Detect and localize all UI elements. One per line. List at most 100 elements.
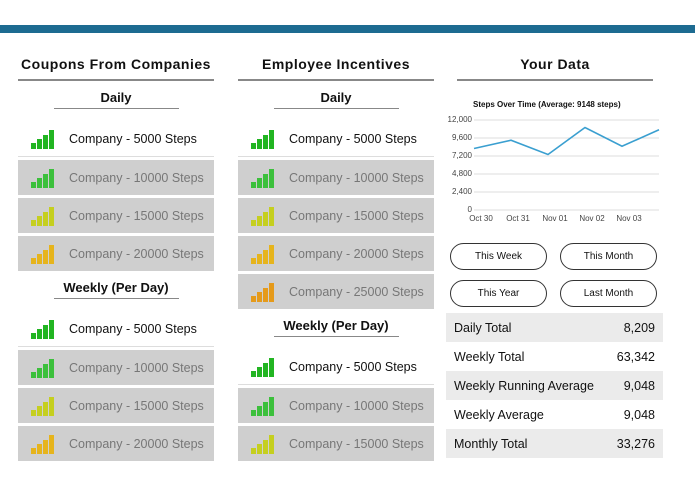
icon-bar [49, 434, 54, 454]
coupon-item: Company - 20000 Steps [18, 426, 214, 461]
icon-bar [37, 367, 42, 378]
item-label: Company - 5000 Steps [69, 132, 197, 146]
item-label: Company - 10000 Steps [69, 170, 204, 185]
icon-bar [251, 143, 256, 149]
icon-bar [37, 253, 42, 264]
column-title: Your Data [457, 49, 653, 81]
icon-bar [49, 244, 54, 264]
coupon-item: Company - 15000 Steps [238, 426, 434, 461]
coupon-item: Company - 10000 Steps [238, 160, 434, 195]
level-icon [31, 168, 54, 188]
stat-value: 9,048 [623, 407, 655, 422]
coupon-item: Company - 15000 Steps [18, 388, 214, 423]
icon-bar [269, 358, 274, 377]
chart: Steps Over Time (Average: 9148 steps) 0 2… [448, 100, 660, 223]
icon-bar [269, 282, 274, 302]
stat-value: 33,276 [616, 436, 655, 451]
icon-bar [269, 434, 274, 454]
level-icon [251, 396, 274, 416]
icon-bar [251, 295, 256, 302]
icon-bar [49, 320, 54, 339]
icon-bar [37, 215, 42, 226]
stat-label: Monthly Total [454, 436, 528, 451]
button[interactable]: This Year [450, 280, 547, 307]
item-label: Company - 15000 Steps [69, 398, 204, 413]
column-title: Coupons From Companies [18, 49, 214, 81]
icon-bar [37, 177, 42, 188]
icon-bar [257, 177, 262, 188]
coupon-item: Company - 5000 Steps [18, 122, 214, 157]
line [473, 126, 660, 156]
icon-bar [49, 358, 54, 378]
icon-bar [257, 405, 262, 416]
icon-bar [257, 443, 262, 454]
button[interactable]: Last Month [560, 280, 657, 307]
chart-title: Steps Over Time (Average: 9148 steps) [473, 100, 621, 109]
icon-bar [263, 439, 268, 454]
item-label: Company - 10000 Steps [69, 360, 204, 375]
item-label: Company - 15000 Steps [289, 208, 424, 223]
icon-bar [43, 249, 48, 264]
x-tick-label: Nov 03 [616, 214, 642, 223]
icon-bar [43, 363, 48, 378]
icon-bar [257, 367, 262, 377]
icon-bar [269, 168, 274, 188]
item-list: Company - 5000 Steps Company - 10000 Step… [238, 350, 434, 461]
item-label: Company - 10000 Steps [289, 398, 424, 413]
icon-bar [49, 130, 54, 149]
icon-bar [37, 329, 42, 339]
item-list: Company - 5000 Steps Company - 10000 Step… [238, 122, 434, 309]
stat-value: 63,342 [616, 349, 655, 364]
column: Coupons From Companies Daily Company - 500… [18, 49, 214, 464]
icon-bar [251, 409, 256, 416]
item-list: Company - 5000 Steps Company - 10000 Step… [18, 122, 214, 271]
stat-label: Weekly Average [454, 407, 544, 422]
x-tick-label: Nov 02 [579, 214, 605, 223]
screen: Your Data Steps Over Time (Average: 9148… [0, 25, 695, 464]
level-icon [31, 244, 54, 264]
x-tick-label: Oct 31 [506, 214, 530, 223]
icon-bar [251, 257, 256, 264]
y-tick-label: 12,000 [448, 115, 473, 124]
column-title: Employee Incentives [238, 49, 434, 81]
section-title: Daily [273, 88, 399, 109]
icon-bar [31, 371, 36, 378]
level-icon [31, 396, 54, 416]
icon-bar [263, 287, 268, 302]
icon-bar [31, 219, 36, 226]
icon-bar [269, 206, 274, 226]
button[interactable]: This Week [450, 243, 547, 270]
icon-bar [31, 409, 36, 416]
level-icon [31, 358, 54, 378]
level-icon [31, 320, 54, 339]
icon-bar [251, 447, 256, 454]
icon-bar [257, 215, 262, 226]
y-tick-label: 2,400 [452, 187, 473, 196]
column: Employee Incentives Daily Company - 5000 S… [238, 49, 434, 464]
item-label: Company - 10000 Steps [289, 170, 424, 185]
coupon-item: Company - 5000 Steps [238, 122, 434, 157]
icon-bar [43, 211, 48, 226]
button[interactable]: This Month [560, 243, 657, 270]
item-label: Company - 25000 Steps [289, 284, 424, 299]
icon-bar [269, 396, 274, 416]
y-tick-label: 0 [468, 205, 473, 214]
coupon-item: Company - 10000 Steps [18, 350, 214, 385]
item-list: Company - 5000 Steps Company - 10000 Step… [18, 312, 214, 461]
coupon-item: Company - 20000 Steps [18, 236, 214, 271]
coupon-item: Company - 10000 Steps [18, 160, 214, 195]
your-data-column: Your Data [457, 49, 653, 81]
icon-bar [251, 219, 256, 226]
icon-bar [257, 253, 262, 264]
top-bar [0, 25, 695, 33]
icon-bar [257, 139, 262, 149]
item-label: Company - 15000 Steps [69, 208, 204, 223]
stat-value: 8,209 [623, 320, 655, 335]
icon-bar [263, 173, 268, 188]
level-icon [251, 130, 274, 149]
y-tick-label: 4,800 [452, 169, 473, 178]
stat-label: Weekly Running Average [454, 378, 594, 393]
icon-bar [37, 443, 42, 454]
item-label: Company - 5000 Steps [289, 360, 417, 374]
item-label: Company - 20000 Steps [69, 436, 204, 451]
